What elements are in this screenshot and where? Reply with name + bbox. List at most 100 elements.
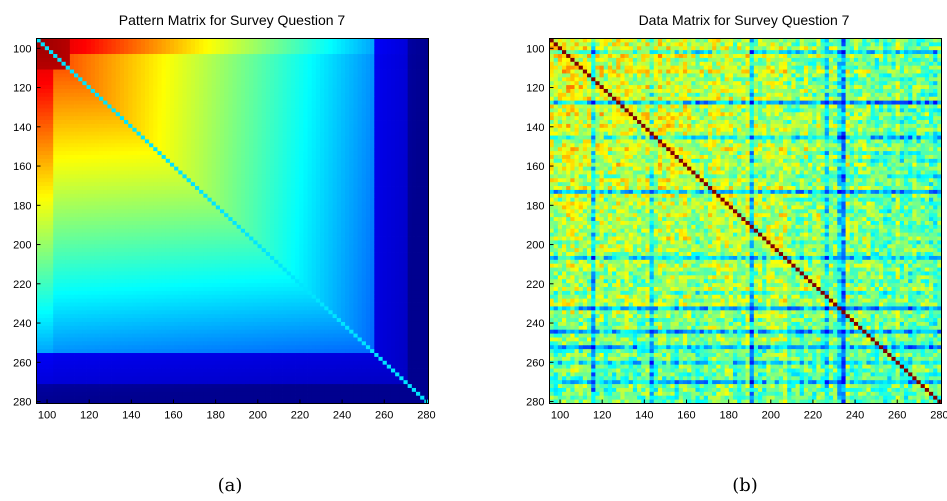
heatmap-cell	[370, 120, 375, 125]
heatmap-cell	[236, 151, 242, 156]
heatmap-cell	[53, 61, 58, 67]
heatmap-cell	[169, 236, 175, 241]
heatmap-cell	[332, 46, 338, 51]
heatmap-cell	[299, 116, 304, 121]
heatmap-cell	[78, 85, 83, 90]
heatmap-cell	[303, 139, 308, 144]
heatmap-cell	[324, 81, 329, 86]
heatmap-cell	[107, 170, 112, 175]
heatmap-cell	[324, 162, 329, 168]
heatmap-cell	[128, 174, 133, 179]
heatmap-cell	[69, 228, 75, 234]
heatmap-cell	[157, 77, 163, 82]
heatmap-cell	[140, 151, 146, 156]
heatmap-cell	[299, 100, 304, 105]
heatmap-cell	[99, 158, 104, 164]
heatmap-cell	[140, 217, 146, 222]
heatmap-cell	[132, 73, 137, 78]
heatmap-cell	[365, 174, 371, 179]
heatmap-cell	[132, 174, 137, 179]
heatmap-cell	[78, 77, 83, 82]
heatmap-cell	[236, 123, 242, 129]
heatmap-cell	[307, 50, 313, 55]
heatmap-cell	[44, 120, 50, 125]
heatmap-cell	[228, 236, 233, 241]
heatmap-cell	[274, 201, 279, 206]
heatmap-cell	[374, 92, 379, 98]
heatmap-cell	[124, 147, 129, 152]
heatmap-cell	[169, 57, 175, 63]
heatmap-cell	[161, 108, 167, 113]
heatmap-cell	[332, 92, 338, 98]
heatmap-cell	[236, 77, 242, 82]
heatmap-cell	[324, 182, 329, 187]
heatmap-cell	[328, 92, 333, 98]
heatmap-cell	[407, 100, 413, 105]
heatmap-cell	[194, 209, 200, 214]
heatmap-cell	[307, 205, 313, 210]
heatmap-cell	[128, 85, 133, 90]
heatmap-cell	[240, 77, 246, 82]
heatmap-cell	[395, 42, 400, 47]
heatmap-cell	[240, 104, 246, 109]
heatmap-cell	[257, 77, 263, 82]
heatmap-cell	[99, 54, 104, 59]
heatmap-cell	[382, 139, 388, 144]
heatmap-cell	[178, 123, 183, 129]
heatmap-cell	[211, 197, 217, 202]
heatmap-cell	[286, 205, 292, 210]
heatmap-cell	[182, 213, 188, 218]
heatmap-cell	[282, 158, 288, 164]
heatmap-cell	[274, 123, 279, 129]
heatmap-cell	[257, 217, 263, 222]
heatmap-cell	[128, 217, 133, 222]
heatmap-cell	[361, 217, 367, 222]
heatmap-cell	[240, 57, 246, 63]
heatmap-cell	[157, 127, 163, 133]
heatmap-cell	[415, 189, 421, 195]
heatmap-cell	[295, 228, 300, 234]
heatmap-cell	[328, 131, 333, 136]
heatmap-cell	[386, 100, 392, 105]
heatmap-cell	[278, 96, 283, 102]
heatmap-cell	[132, 158, 137, 164]
heatmap-cell	[86, 116, 92, 121]
heatmap-cell	[349, 92, 354, 98]
heatmap-cell	[299, 209, 304, 214]
heatmap-cell	[149, 170, 154, 175]
heatmap-cell	[353, 236, 359, 241]
heatmap-cell	[265, 81, 271, 86]
heatmap-cell	[253, 197, 258, 202]
heatmap-cell	[395, 61, 400, 67]
heatmap-cell	[265, 182, 271, 187]
heatmap-cell	[111, 54, 117, 59]
heatmap-cell	[236, 221, 242, 226]
heatmap-cell	[57, 236, 62, 241]
heatmap-cell	[382, 178, 388, 183]
heatmap-cell	[40, 69, 46, 74]
heatmap-cell	[86, 154, 92, 160]
heatmap-cell	[240, 201, 246, 206]
heatmap-cell	[415, 158, 421, 164]
heatmap-cell	[382, 217, 388, 222]
heatmap-cell	[149, 38, 154, 43]
heatmap-cell	[370, 154, 375, 160]
heatmap-cell	[140, 147, 146, 152]
heatmap-cell	[357, 201, 363, 206]
heatmap-cell	[249, 131, 254, 136]
heatmap-cell	[253, 143, 258, 148]
heatmap-cell	[307, 116, 313, 121]
heatmap-cell	[36, 197, 42, 202]
heatmap-cell	[124, 131, 129, 136]
heatmap-cell	[382, 46, 388, 51]
heatmap-cell	[245, 170, 250, 175]
heatmap-cell	[82, 88, 87, 94]
heatmap-cell	[215, 189, 221, 195]
heatmap-cell	[203, 100, 208, 105]
heatmap-cell	[370, 221, 375, 226]
heatmap-cell	[420, 69, 425, 74]
heatmap-cell	[290, 154, 296, 160]
heatmap-cell	[340, 61, 346, 67]
heatmap-cell	[240, 182, 246, 187]
heatmap-cell	[61, 112, 67, 117]
